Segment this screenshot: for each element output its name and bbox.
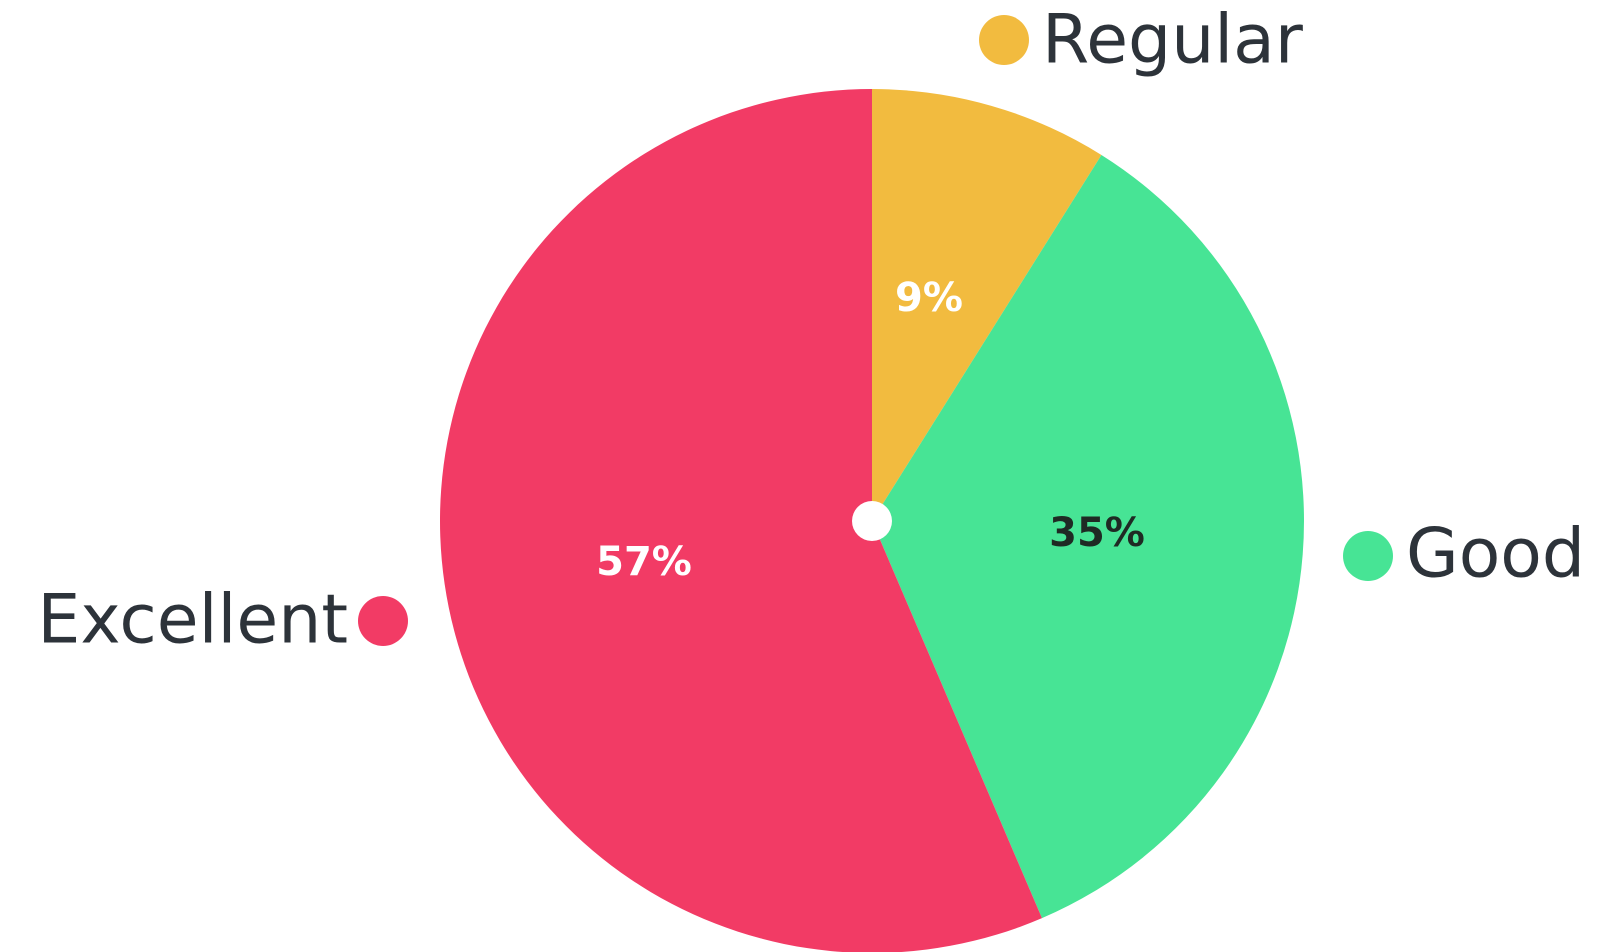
legend-dot: [358, 596, 408, 646]
legend-label: Good: [1406, 515, 1585, 594]
value-label: 35%: [1049, 510, 1145, 556]
pie-slice: [872, 89, 1102, 521]
legend-label: Excellent: [37, 581, 348, 660]
value-label: 57%: [596, 539, 692, 585]
legend-dot: [1343, 531, 1393, 581]
pie-slice: [440, 89, 1042, 952]
legend-label: Regular: [1042, 1, 1303, 80]
center-dot: [852, 501, 892, 541]
pie-slice: [872, 154, 1304, 919]
value-label: 9%: [895, 275, 963, 321]
legend-dot: [979, 15, 1029, 65]
